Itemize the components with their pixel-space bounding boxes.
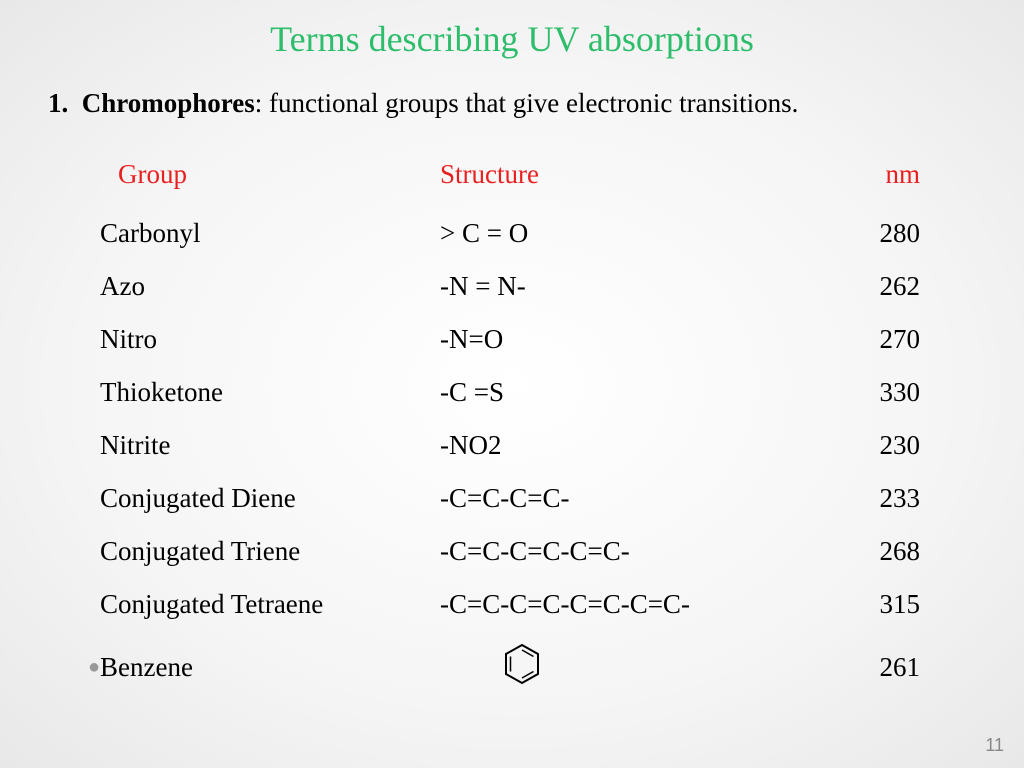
cell-structure: -C =S [440,377,830,408]
table-row: Nitrite-NO2230 [100,430,944,461]
cell-structure: -C=C-C=C- [440,483,830,514]
header-structure: Structure [440,159,830,190]
cell-nm: 330 [830,377,920,408]
benzene-icon [500,642,544,693]
cell-group: Carbonyl [100,218,440,249]
cell-nm: 268 [830,536,920,567]
cell-group: Thioketone [100,377,440,408]
table-row: Nitro-N=O270 [100,324,944,355]
cell-nm: 262 [830,271,920,302]
table-row: Conjugated Tetraene-C=C-C=C-C=C-C=C-315 [100,589,944,620]
slide-content: Terms describing UV absorptions 1. Chrom… [0,0,1024,693]
cell-group: Azo [100,271,440,302]
cell-group: Benzene [100,652,440,683]
header-group: Group [100,159,440,190]
chromophore-definition: 1. Chromophores: functional groups that … [40,88,984,119]
cell-structure: -N = N- [440,271,830,302]
cell-structure: -NO2 [440,430,830,461]
table-row: ●Benzene 261 [60,642,944,693]
cell-structure: > C = O [440,218,830,249]
cell-group: Conjugated Diene [100,483,440,514]
table-row: Conjugated Diene-C=C-C=C-233 [100,483,944,514]
slide-title: Terms describing UV absorptions [40,18,984,60]
cell-nm: 280 [830,218,920,249]
cell-group: Nitrite [100,430,440,461]
definition-term: Chromophores [82,88,255,118]
cell-nm: 315 [830,589,920,620]
cell-group: Conjugated Triene [100,536,440,567]
cell-structure [440,642,830,693]
header-nm: nm [830,159,920,190]
cell-nm: 270 [830,324,920,355]
table-row: Thioketone-C =S330 [100,377,944,408]
cell-nm: 261 [830,652,920,683]
definition-desc: : functional groups that give electronic… [255,88,799,118]
cell-structure: -C=C-C=C-C=C-C=C- [440,589,830,620]
cell-group: Nitro [100,324,440,355]
chromophore-table: Group Structure nm Carbonyl> C = O280 Azo… [40,159,984,693]
cell-nm: 233 [830,483,920,514]
table-row: Carbonyl> C = O280 [100,218,944,249]
cell-group: Conjugated Tetraene [100,589,440,620]
table-header-row: Group Structure nm [100,159,944,190]
cell-structure: -N=O [440,324,830,355]
table-row: Azo-N = N-262 [100,271,944,302]
definition-number: 1. [48,88,68,118]
cell-structure: -C=C-C=C-C=C- [440,536,830,567]
bullet-icon: ● [88,656,100,679]
page-number: 11 [985,735,1004,756]
table-row: Conjugated Triene-C=C-C=C-C=C-268 [100,536,944,567]
cell-nm: 230 [830,430,920,461]
